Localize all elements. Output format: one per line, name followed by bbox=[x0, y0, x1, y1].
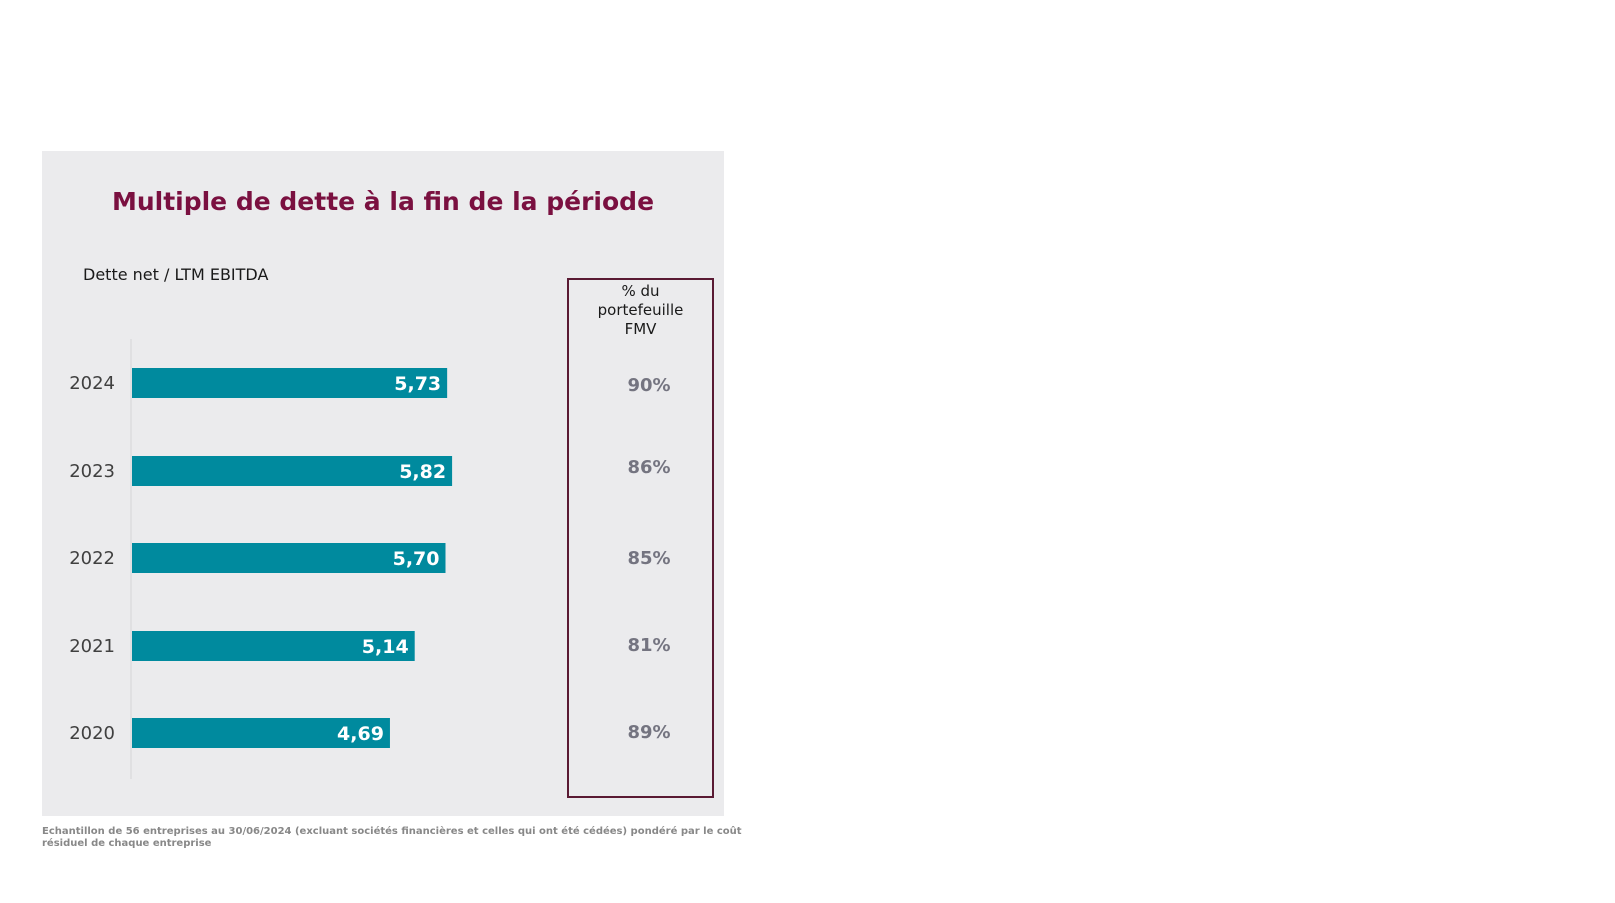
bar-value-label-2024: 5,73 bbox=[394, 373, 441, 395]
category-label-2020: 2020 bbox=[69, 723, 115, 744]
bars-layer: 2024 5,73 2023 5,82 2022 5,70 2021 5,14 2020 4,69 bbox=[69, 368, 453, 748]
portfolio-share-box: % du portefeuille FMV 90% 86% 85% 81% 89% bbox=[567, 278, 714, 798]
portfolio-share-value-2023: 86% bbox=[627, 457, 670, 478]
bar-value-label-2022: 5,70 bbox=[393, 548, 440, 570]
category-label-2022: 2022 bbox=[69, 548, 115, 569]
portfolio-share-values: 90% 86% 85% 81% 89% bbox=[627, 375, 670, 743]
bar-2020 bbox=[132, 718, 390, 748]
category-label-2023: 2023 bbox=[69, 461, 115, 482]
portfolio-share-value-2020: 89% bbox=[627, 722, 670, 743]
chart-panel: Multiple de dette à la fin de la période… bbox=[42, 151, 724, 816]
bar-chart: 2024 5,73 2023 5,82 2022 5,70 2021 5,14 2020 4,69 bbox=[69, 339, 453, 779]
portfolio-share-value-2024: 90% bbox=[627, 375, 670, 396]
category-label-2024: 2024 bbox=[69, 373, 115, 394]
chart-title: Multiple de dette à la fin de la période bbox=[111, 187, 655, 216]
bar-value-label-2020: 4,69 bbox=[337, 723, 384, 745]
portfolio-share-value-2021: 81% bbox=[627, 635, 670, 656]
portfolio-share-header: % du portefeuille FMV bbox=[597, 282, 684, 338]
bar-value-label-2021: 5,14 bbox=[362, 636, 409, 658]
bar-2023 bbox=[132, 456, 453, 486]
footnote: Echantillon de 56 entreprises au 30/06/2… bbox=[42, 826, 742, 849]
bar-value-label-2023: 5,82 bbox=[399, 461, 446, 483]
bar-2021 bbox=[132, 631, 415, 661]
bar-2022 bbox=[132, 543, 446, 573]
bar-2024 bbox=[132, 368, 448, 398]
metric-label: Dette net / LTM EBITDA bbox=[83, 265, 269, 284]
portfolio-share-value-2022: 85% bbox=[627, 548, 670, 569]
category-label-2021: 2021 bbox=[69, 636, 115, 657]
